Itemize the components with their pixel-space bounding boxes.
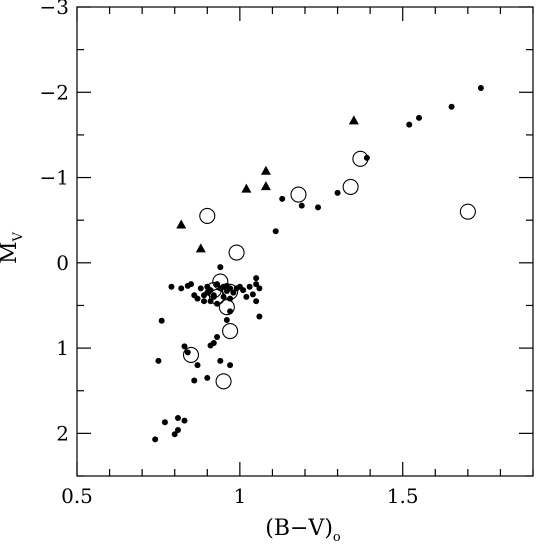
filled-circle-point [256, 313, 263, 320]
filled-circle-point [191, 377, 198, 384]
filled-circle-point [204, 374, 211, 381]
filled-circle-point [243, 293, 250, 300]
open-circle-point [352, 150, 369, 167]
filled-circle-point [214, 334, 221, 341]
filled-circle-point [210, 292, 217, 299]
filled-circle-point [194, 295, 201, 302]
filled-circle-point [249, 291, 256, 298]
filled-circle-point [253, 298, 260, 305]
x-tick-label: 0.5 [61, 484, 93, 508]
filled-triangle-point [176, 219, 187, 229]
y-axis-title-main: M [0, 241, 22, 264]
filled-circle-point [240, 287, 247, 294]
filled-circle-point [178, 285, 185, 292]
filled-circle-point [246, 283, 253, 290]
axis-ticks [76, 6, 534, 477]
filled-circle-point [227, 285, 234, 292]
filled-circle-point [181, 343, 188, 350]
y-tick-label: −2 [40, 80, 69, 104]
filled-circle-point [230, 289, 237, 296]
filled-circle-point [253, 281, 260, 288]
open-circle-point [459, 203, 476, 220]
filled-circle-point [256, 285, 263, 292]
filled-circle-point [168, 283, 175, 290]
filled-circle-point [334, 189, 341, 196]
filled-circle-point [152, 436, 159, 443]
filled-circle-point [174, 426, 181, 433]
y-tick-label: −3 [40, 0, 69, 19]
filled-circle-point [448, 103, 455, 110]
filled-circle-point [214, 300, 221, 307]
filled-circle-point [223, 316, 230, 323]
filled-triangle-point [348, 115, 359, 125]
y-tick-labels: −3 −2 −1 0 1 2 [40, 0, 69, 445]
open-circle-point [228, 244, 245, 261]
y-axis-title-subscript: V [11, 231, 26, 242]
filled-circle-point [188, 281, 194, 288]
filled-triangle-point [260, 165, 271, 175]
open-circle-point [218, 299, 235, 316]
x-axis-title-main: (B−V) [265, 516, 333, 541]
open-circle-point [212, 273, 229, 290]
filled-triangle-point [195, 243, 206, 253]
filled-circle-point [416, 114, 422, 121]
y-tick-label: 0 [56, 251, 69, 275]
filled-circle-point [161, 419, 168, 426]
filled-circle-point [298, 202, 305, 209]
x-axis-title-subscript: o [333, 530, 341, 545]
filled-circle-point [174, 415, 181, 422]
filled-triangle-point [241, 183, 252, 193]
filled-circle-point [315, 204, 322, 211]
filled-circle-point [406, 121, 413, 128]
filled-circle-point [220, 293, 227, 300]
open-circle-point [222, 322, 239, 340]
filled-circle-point [217, 357, 224, 364]
y-tick-label: −1 [40, 166, 69, 190]
filled-circle-point [155, 357, 162, 364]
x-tick-labels: 0.5 1 1.5 [61, 484, 419, 508]
filled-circle-point [227, 362, 234, 369]
x-axis-title: (B−V)o [265, 516, 341, 545]
open-circle-point [182, 346, 200, 363]
plot-frame [76, 6, 534, 477]
filled-circle-point [279, 195, 286, 202]
filled-circle-point [207, 342, 214, 349]
filled-circle-point [158, 317, 165, 324]
filled-circle-point [171, 431, 178, 438]
x-tick-label: 1 [233, 484, 246, 508]
filled-circle-point [181, 417, 188, 424]
open-circle-point [215, 373, 232, 390]
data-points [152, 85, 484, 443]
open-circle-point [342, 178, 359, 195]
filled-circle-point [253, 275, 260, 282]
y-axis-title: MV [0, 231, 26, 264]
filled-circle-point [477, 85, 484, 92]
filled-circle-point [194, 362, 201, 369]
filled-circle-point [184, 349, 191, 356]
filled-circle-point [217, 264, 224, 271]
filled-circle-point [272, 228, 279, 235]
filled-circle-point [201, 298, 208, 305]
y-tick-label: 1 [56, 336, 69, 360]
open-circle-point [290, 186, 307, 203]
open-circle-point [199, 207, 216, 224]
filled-circle-point [197, 285, 204, 292]
open-circle-point [222, 283, 239, 300]
y-tick-label: 2 [56, 421, 69, 445]
x-tick-label: 1.5 [387, 484, 419, 508]
filled-triangle-point [260, 181, 271, 191]
